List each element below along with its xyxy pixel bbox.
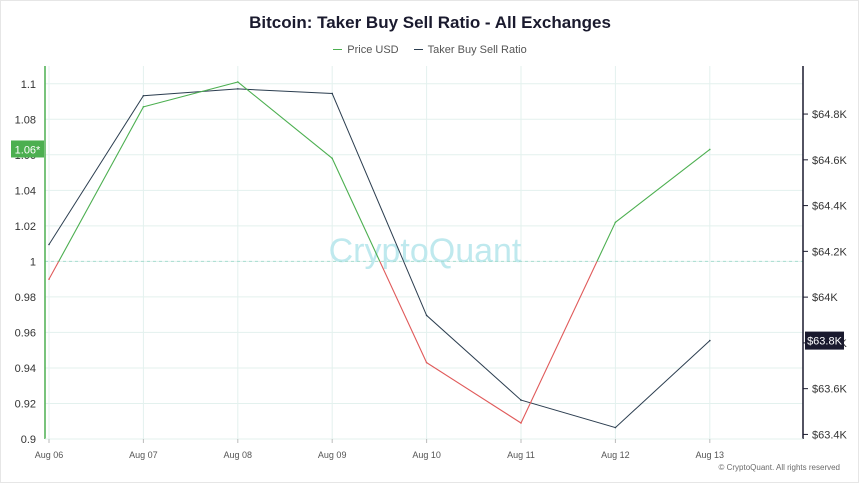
- legend-label-ratio: Taker Buy Sell Ratio: [427, 43, 527, 56]
- x-tick-label: Aug 07: [129, 450, 158, 460]
- ratio-point: [520, 422, 522, 424]
- price-point: [48, 243, 50, 246]
- ratio-point: [331, 157, 334, 160]
- right-tick-label: $64.2K: [812, 246, 848, 258]
- left-tick-label: 0.98: [15, 292, 36, 304]
- legend-swatch-ratio: [413, 49, 423, 50]
- legend-swatch-price: [333, 49, 343, 50]
- price-point: [709, 339, 711, 342]
- series-segment-taker-ratio: [596, 222, 616, 262]
- x-tick-label: Aug 10: [412, 450, 441, 460]
- series-segment-taker-ratio: [331, 158, 381, 262]
- series-segment-taker-ratio: [520, 261, 598, 424]
- legend-label-price: Price USD: [347, 43, 399, 56]
- ratio-point: [709, 148, 711, 151]
- price-point: [237, 88, 239, 90]
- price-point: [614, 426, 617, 429]
- left-tick-label: 0.96: [15, 327, 36, 339]
- series-segment-taker-ratio: [615, 149, 711, 223]
- ratio-point: [614, 221, 617, 224]
- left-tick-label: 1.1: [21, 79, 36, 91]
- x-tick-label: Aug 11: [507, 450, 535, 460]
- series-segment-taker-ratio: [58, 106, 144, 262]
- watermark-text: CryptoQuant: [329, 232, 522, 270]
- x-tick-label: Aug 12: [601, 450, 630, 460]
- series-segment-taker-ratio: [379, 261, 428, 363]
- left-tick-label: 1.04: [15, 185, 36, 197]
- left-current-label: 1.06*: [15, 144, 41, 156]
- right-tick-label: $63.4K: [812, 429, 848, 441]
- legend-item-price[interactable]: Price USD: [333, 43, 399, 56]
- price-point: [425, 314, 428, 317]
- price-point: [142, 94, 145, 97]
- price-point: [331, 92, 334, 95]
- x-tick-label: Aug 13: [696, 450, 725, 460]
- ratio-point: [237, 81, 239, 83]
- series-segment-taker-ratio: [237, 81, 333, 159]
- left-tick-label: 1: [30, 256, 36, 268]
- series-segment-taker-ratio: [143, 81, 238, 108]
- right-tick-label: $64K: [812, 292, 838, 304]
- ratio-point: [425, 361, 428, 364]
- x-tick-label: Aug 09: [318, 450, 347, 460]
- series-segment-taker-ratio: [426, 362, 522, 424]
- left-tick-label: 1.08: [15, 114, 36, 126]
- right-tick-label: $64.6K: [812, 155, 848, 167]
- series-segment-taker-ratio: [48, 261, 60, 280]
- right-tick-label: $63.6K: [812, 384, 848, 396]
- left-tick-label: 1.02: [15, 221, 36, 233]
- right-tick-label: $64.4K: [812, 201, 848, 213]
- right-tick-label: $64.8K: [812, 109, 848, 121]
- right-current-label: $63.8K: [807, 336, 843, 348]
- copyright-text: © CryptoQuant. All rights reserved: [718, 463, 841, 472]
- left-tick-label: 0.92: [15, 398, 36, 410]
- chart-title: Bitcoin: Taker Buy Sell Ratio - All Exch…: [249, 13, 611, 32]
- price-point: [520, 399, 522, 401]
- x-tick-label: Aug 06: [35, 450, 64, 460]
- ratio-point: [142, 106, 145, 108]
- right-current-badge: [805, 331, 844, 350]
- ratio-point: [48, 278, 50, 280]
- chart-legend: Price USD Taker Buy Sell Ratio: [0, 41, 860, 56]
- x-tick-label: Aug 08: [224, 450, 253, 460]
- left-current-badge: [11, 140, 44, 158]
- legend-item-ratio[interactable]: Taker Buy Sell Ratio: [413, 43, 527, 56]
- left-tick-label: 0.94: [15, 363, 36, 375]
- series-line-price-usd: [48, 88, 711, 429]
- left-tick-label: 0.9: [21, 434, 36, 446]
